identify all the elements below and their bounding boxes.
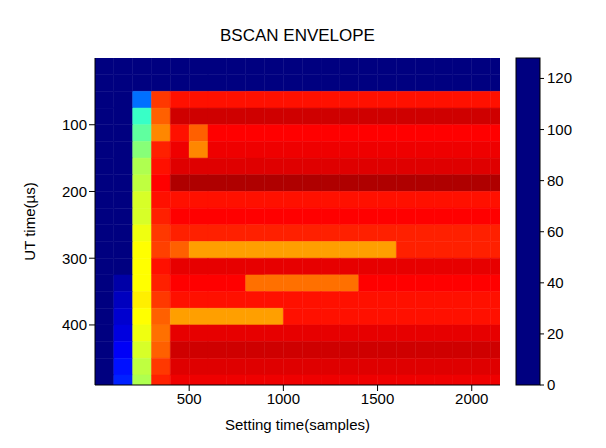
svg-text:200: 200 (62, 183, 87, 200)
svg-text:400: 400 (62, 316, 87, 333)
svg-text:120: 120 (547, 69, 572, 86)
svg-text:2000: 2000 (455, 390, 488, 407)
svg-text:0: 0 (547, 376, 555, 393)
svg-text:1500: 1500 (361, 390, 394, 407)
svg-text:Setting time(samples): Setting time(samples) (225, 416, 370, 433)
svg-text:300: 300 (62, 250, 87, 267)
svg-text:500: 500 (177, 390, 202, 407)
svg-text:80: 80 (547, 172, 564, 189)
svg-text:60: 60 (547, 223, 564, 240)
svg-text:100: 100 (62, 116, 87, 133)
svg-text:UT time(µs): UT time(µs) (21, 182, 38, 260)
svg-text:100: 100 (547, 121, 572, 138)
svg-text:1000: 1000 (267, 390, 300, 407)
html-text:BSCAN ENVELOPE: BSCAN ENVELOPE (220, 26, 375, 45)
svg-text:20: 20 (547, 325, 564, 342)
svg-text:40: 40 (547, 274, 564, 291)
